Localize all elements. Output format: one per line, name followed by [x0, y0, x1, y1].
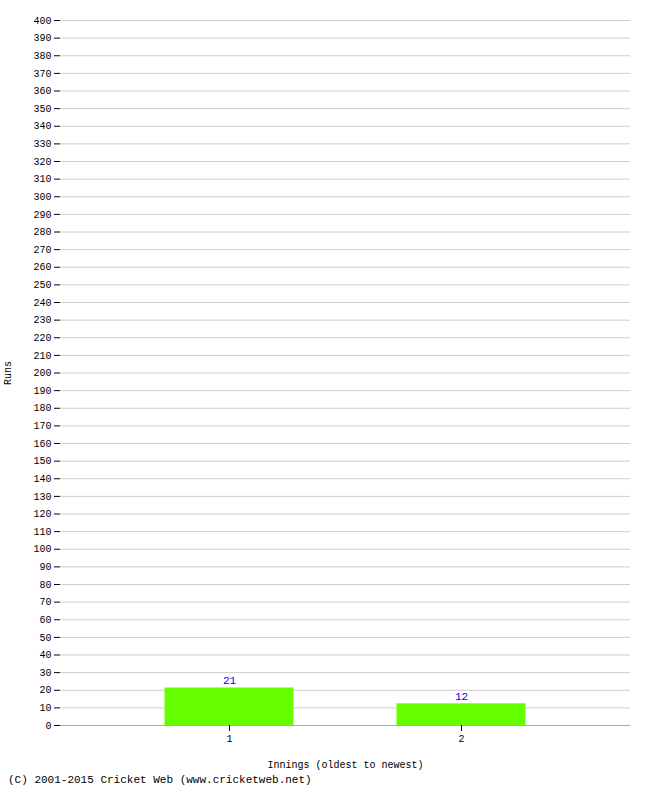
svg-text:310: 310	[33, 174, 51, 185]
svg-text:60: 60	[39, 615, 51, 626]
svg-text:80: 80	[39, 580, 51, 591]
svg-text:70: 70	[39, 597, 51, 608]
svg-text:290: 290	[33, 210, 51, 221]
svg-text:Innings (oldest to newest): Innings (oldest to newest)	[267, 760, 423, 771]
svg-text:320: 320	[33, 157, 51, 168]
svg-text:210: 210	[33, 351, 51, 362]
svg-text:370: 370	[33, 69, 51, 80]
svg-text:390: 390	[33, 33, 51, 44]
svg-text:230: 230	[33, 315, 51, 326]
svg-text:240: 240	[33, 298, 51, 309]
svg-text:100: 100	[33, 544, 51, 555]
svg-text:380: 380	[33, 51, 51, 62]
svg-text:250: 250	[33, 280, 51, 291]
svg-text:1: 1	[226, 734, 232, 745]
svg-text:300: 300	[33, 192, 51, 203]
svg-text:50: 50	[39, 633, 51, 644]
svg-text:400: 400	[33, 16, 51, 27]
svg-text:170: 170	[33, 421, 51, 432]
svg-text:200: 200	[33, 368, 51, 379]
svg-text:150: 150	[33, 456, 51, 467]
svg-text:140: 140	[33, 474, 51, 485]
svg-text:360: 360	[33, 86, 51, 97]
svg-text:20: 20	[39, 685, 51, 696]
svg-text:180: 180	[33, 403, 51, 414]
svg-text:10: 10	[39, 703, 51, 714]
svg-text:2: 2	[458, 734, 464, 745]
svg-text:260: 260	[33, 262, 51, 273]
svg-text:130: 130	[33, 492, 51, 503]
svg-text:30: 30	[39, 668, 51, 679]
svg-text:350: 350	[33, 104, 51, 115]
svg-text:21: 21	[223, 675, 237, 687]
svg-text:160: 160	[33, 439, 51, 450]
svg-text:330: 330	[33, 139, 51, 150]
svg-text:280: 280	[33, 227, 51, 238]
svg-text:270: 270	[33, 245, 51, 256]
svg-text:110: 110	[33, 527, 51, 538]
svg-text:340: 340	[33, 121, 51, 132]
svg-text:Runs: Runs	[3, 361, 14, 385]
svg-text:120: 120	[33, 509, 51, 520]
svg-text:190: 190	[33, 386, 51, 397]
svg-text:40: 40	[39, 650, 51, 661]
html-text:(C) 2001-2015 Cricket Web (www: (C) 2001-2015 Cricket Web (www.cricketwe…	[8, 774, 312, 786]
svg-text:0: 0	[45, 721, 51, 732]
svg-text:90: 90	[39, 562, 51, 573]
svg-text:12: 12	[455, 691, 468, 703]
svg-text:220: 220	[33, 333, 51, 344]
